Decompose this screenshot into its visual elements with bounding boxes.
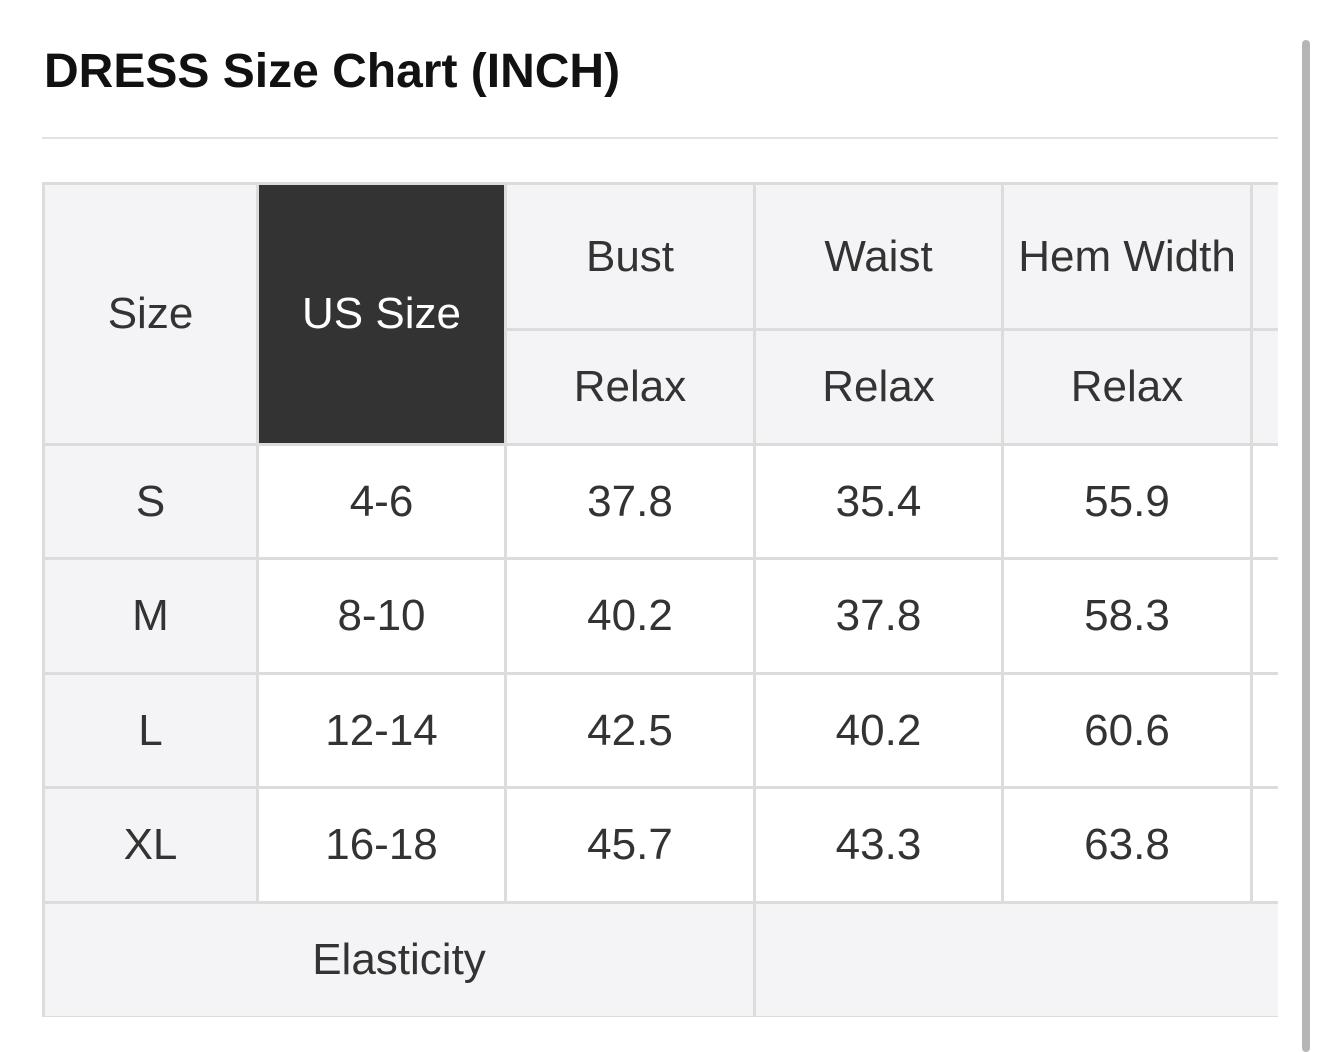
data-cell: 4-6: [259, 446, 504, 557]
header-cell: Bust: [507, 185, 753, 328]
size-cell: XL: [45, 789, 256, 901]
data-cell: 40.2: [507, 560, 753, 672]
data-cell: [1253, 446, 1278, 557]
subheader-cell: Relax: [1004, 331, 1250, 443]
data-cell: 16-18: [259, 789, 504, 901]
header-cell: US Size: [259, 185, 504, 443]
data-cell: 8-10: [259, 560, 504, 672]
footer-cell: [756, 904, 1278, 1016]
data-cell: [1253, 675, 1278, 786]
divider: [42, 137, 1278, 139]
data-cell: 63.8: [1004, 789, 1250, 901]
data-cell: [1253, 789, 1278, 901]
data-cell: 12-14: [259, 675, 504, 786]
data-cell: 45.7: [507, 789, 753, 901]
data-cell: 58.3: [1004, 560, 1250, 672]
title: DRESS Size Chart (INCH): [44, 45, 621, 98]
header-cell: Hem Width: [1004, 185, 1250, 328]
size-table: Size US Size Bust Relax Waist Relax Hem Width R…: [42, 182, 1278, 1017]
data-cell: 37.8: [507, 446, 753, 557]
header-cell: Waist: [756, 185, 1001, 328]
header-cell: Size: [45, 185, 256, 443]
data-cell: 43.3: [756, 789, 1001, 901]
data-cell: [1253, 560, 1278, 672]
subheader-cell: Relax: [507, 331, 753, 443]
size-cell: M: [45, 560, 256, 672]
data-cell: 60.6: [1004, 675, 1250, 786]
subheader-cell: Relax: [756, 331, 1001, 443]
subheader-cell: [1253, 331, 1278, 443]
data-cell: 55.9: [1004, 446, 1250, 557]
data-cell: 35.4: [756, 446, 1001, 557]
header-cell: [1253, 185, 1278, 328]
scrollbar[interactable]: [1302, 40, 1310, 1052]
size-cell: S: [45, 446, 256, 557]
data-cell: 40.2: [756, 675, 1001, 786]
footer-label: Elasticity: [45, 904, 753, 1016]
data-cell: 37.8: [756, 560, 1001, 672]
size-cell: L: [45, 675, 256, 786]
data-cell: 42.5: [507, 675, 753, 786]
